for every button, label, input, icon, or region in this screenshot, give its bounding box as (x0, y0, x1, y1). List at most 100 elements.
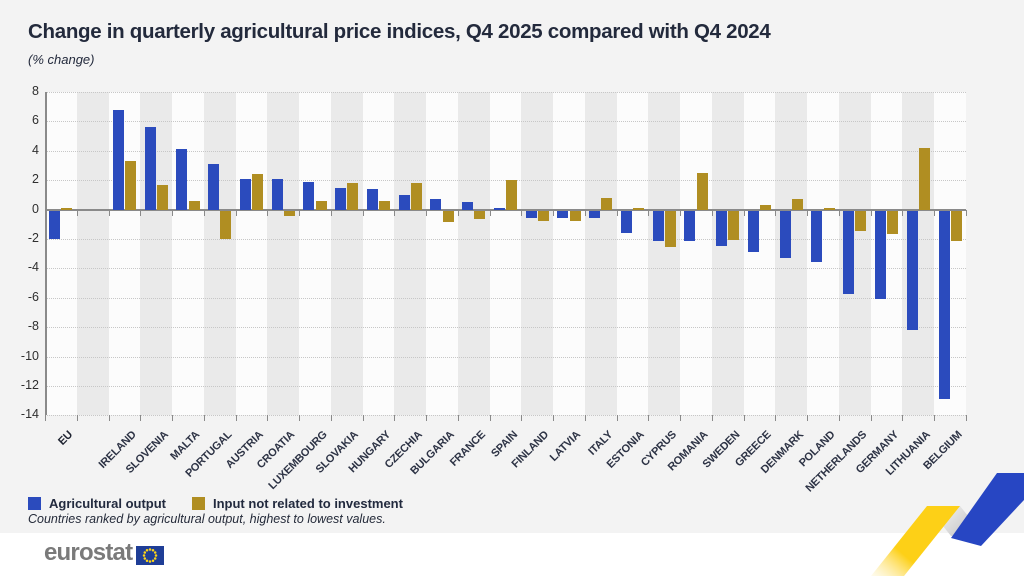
bar-lithuania-output (906, 210, 918, 330)
plot-background-stripe (45, 92, 77, 416)
plot-background-stripe (235, 92, 268, 416)
y-axis-tick-label: 8 (32, 84, 39, 98)
plot-background-stripe (584, 92, 617, 416)
axis-tick (108, 209, 110, 216)
plot-background-stripe (330, 92, 363, 416)
gridline (45, 121, 966, 123)
bar-belgium-output (938, 210, 950, 399)
axis-tick (394, 415, 396, 422)
bar-denmark-input (791, 199, 803, 210)
bar-netherlands-input (855, 210, 867, 232)
gridline (45, 268, 966, 270)
axis-tick (680, 415, 682, 422)
axis-tick (838, 415, 840, 422)
legend-label-input-not-investment: Input not related to investment (213, 496, 403, 511)
axis-tick (489, 415, 491, 422)
axis-tick (45, 209, 46, 216)
legend: Agricultural output Input not related to… (28, 496, 429, 511)
gridline (45, 356, 966, 358)
gridline (45, 180, 966, 182)
bar-malta-input (188, 200, 200, 210)
axis-tick (870, 209, 872, 216)
bar-portugal-input (220, 210, 232, 239)
bar-estonia-input (633, 208, 645, 210)
legend-swatch-agricultural-output (28, 497, 41, 510)
axis-tick (775, 209, 777, 216)
axis-tick (140, 415, 142, 422)
gridline (45, 386, 966, 387)
bar-sweden-input (728, 210, 740, 240)
plot-background-stripe (362, 92, 395, 416)
eurostat-logo-text: eurostat (44, 539, 133, 566)
axis-tick (76, 209, 78, 216)
axis-tick (76, 415, 78, 422)
bar-slovenia-output (144, 127, 156, 210)
gridline (45, 92, 966, 93)
page-title: Change in quarterly agricultural price i… (28, 20, 771, 43)
gridline (45, 239, 966, 240)
bar-germany-input (887, 210, 899, 235)
axis-tick (807, 209, 809, 216)
bar-finland-output (525, 210, 537, 218)
plot-background-stripe (521, 92, 554, 416)
bar-lithuania-input (918, 147, 930, 210)
bar-cyprus-input (664, 210, 676, 248)
chart-footnote: Countries ranked by agricultural output,… (28, 512, 386, 526)
plot-background-stripe (680, 92, 712, 416)
plot-background-stripe (711, 92, 744, 416)
y-axis-line (45, 92, 47, 416)
bar-luxembourg-output (303, 181, 315, 210)
axis-tick (648, 415, 650, 422)
bar-ireland-input (124, 161, 136, 210)
axis-tick (934, 209, 936, 216)
bar-bulgaria-input (442, 210, 454, 223)
plot-background-stripe (172, 92, 204, 416)
y-axis-tick-label: -8 (27, 319, 39, 334)
bar-cyprus-output (652, 210, 664, 242)
axis-tick (616, 415, 618, 422)
bar-netherlands-output (843, 210, 855, 295)
y-axis-tick-label: 0 (32, 201, 39, 216)
bar-slovakia-output (335, 187, 347, 210)
bar-germany-output (875, 210, 886, 299)
axis-tick (394, 209, 396, 216)
axis-tick (521, 209, 523, 216)
zero-axis-line (45, 209, 966, 211)
axis-tick (807, 415, 809, 422)
axis-tick (680, 209, 682, 216)
axis-tick (457, 209, 459, 216)
bar-greece-input (760, 205, 772, 210)
plot-background-stripe (457, 92, 490, 416)
axis-tick (362, 415, 364, 422)
plot-background-stripe (203, 92, 236, 416)
bar-austria-input (252, 174, 264, 210)
x-axis-label-eu: EU (56, 429, 76, 449)
plot-background-stripe (394, 92, 427, 416)
y-axis-tick-label: -12 (20, 378, 39, 392)
axis-tick (172, 415, 174, 422)
y-axis-tick-label: -6 (27, 289, 39, 304)
axis-tick (934, 415, 936, 422)
footer-strip (0, 533, 1024, 576)
plot-background-stripe (743, 92, 776, 416)
axis-tick (648, 209, 650, 216)
axis-tick (584, 209, 586, 216)
bar-sweden-output (716, 210, 728, 246)
gridline (45, 150, 966, 152)
axis-tick (457, 415, 459, 422)
bar-portugal-output (208, 164, 220, 210)
bar-france-input (474, 210, 486, 220)
bar-denmark-output (779, 210, 791, 258)
bar-spain-output (493, 208, 505, 210)
axis-tick (235, 209, 237, 216)
axis-tick (966, 415, 967, 422)
bar-poland-input (823, 208, 835, 210)
axis-tick (966, 209, 967, 216)
bar-italy-input (601, 197, 613, 210)
bar-malta-output (176, 149, 188, 210)
axis-tick (489, 209, 491, 216)
bar-austria-output (239, 178, 251, 210)
axis-tick (838, 209, 840, 216)
axis-tick (299, 415, 301, 422)
axis-tick (521, 415, 523, 422)
